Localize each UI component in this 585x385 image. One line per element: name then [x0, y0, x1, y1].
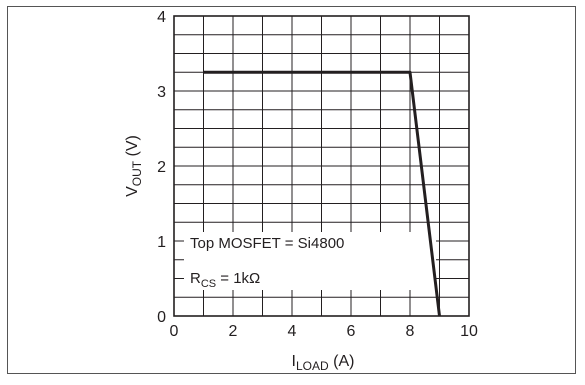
y-tick-label: 3	[157, 84, 166, 101]
annotation-mosfet: Top MOSFET = Si4800	[190, 235, 344, 252]
y-tick-label: 1	[157, 234, 166, 251]
x-tick-label: 10	[460, 323, 478, 340]
tick-labels: 0 2 4 6 8 10 0 1 2 3 4	[157, 9, 478, 340]
y-axis-label: VOUT (V)	[124, 135, 144, 197]
x-tick-label: 4	[288, 323, 297, 340]
x-tick-label: 2	[229, 323, 238, 340]
annotation-rcs: RCS = 1kΩ	[190, 270, 260, 290]
plot-border	[173, 15, 470, 317]
x-axis-label: ILOAD (A)	[292, 353, 355, 373]
y-tick-label: 4	[157, 9, 166, 26]
series	[203, 70, 441, 317]
y-tick-label: 0	[157, 309, 166, 326]
y-tick-label: 2	[157, 159, 166, 176]
series-line	[203, 70, 441, 317]
x-tick-label: 8	[406, 323, 415, 340]
annotation-box: Top MOSFET = Si4800 RCS = 1kΩ	[184, 232, 436, 290]
grid	[174, 16, 469, 316]
x-tick-label: 6	[347, 323, 356, 340]
x-tick-label: 0	[170, 323, 179, 340]
